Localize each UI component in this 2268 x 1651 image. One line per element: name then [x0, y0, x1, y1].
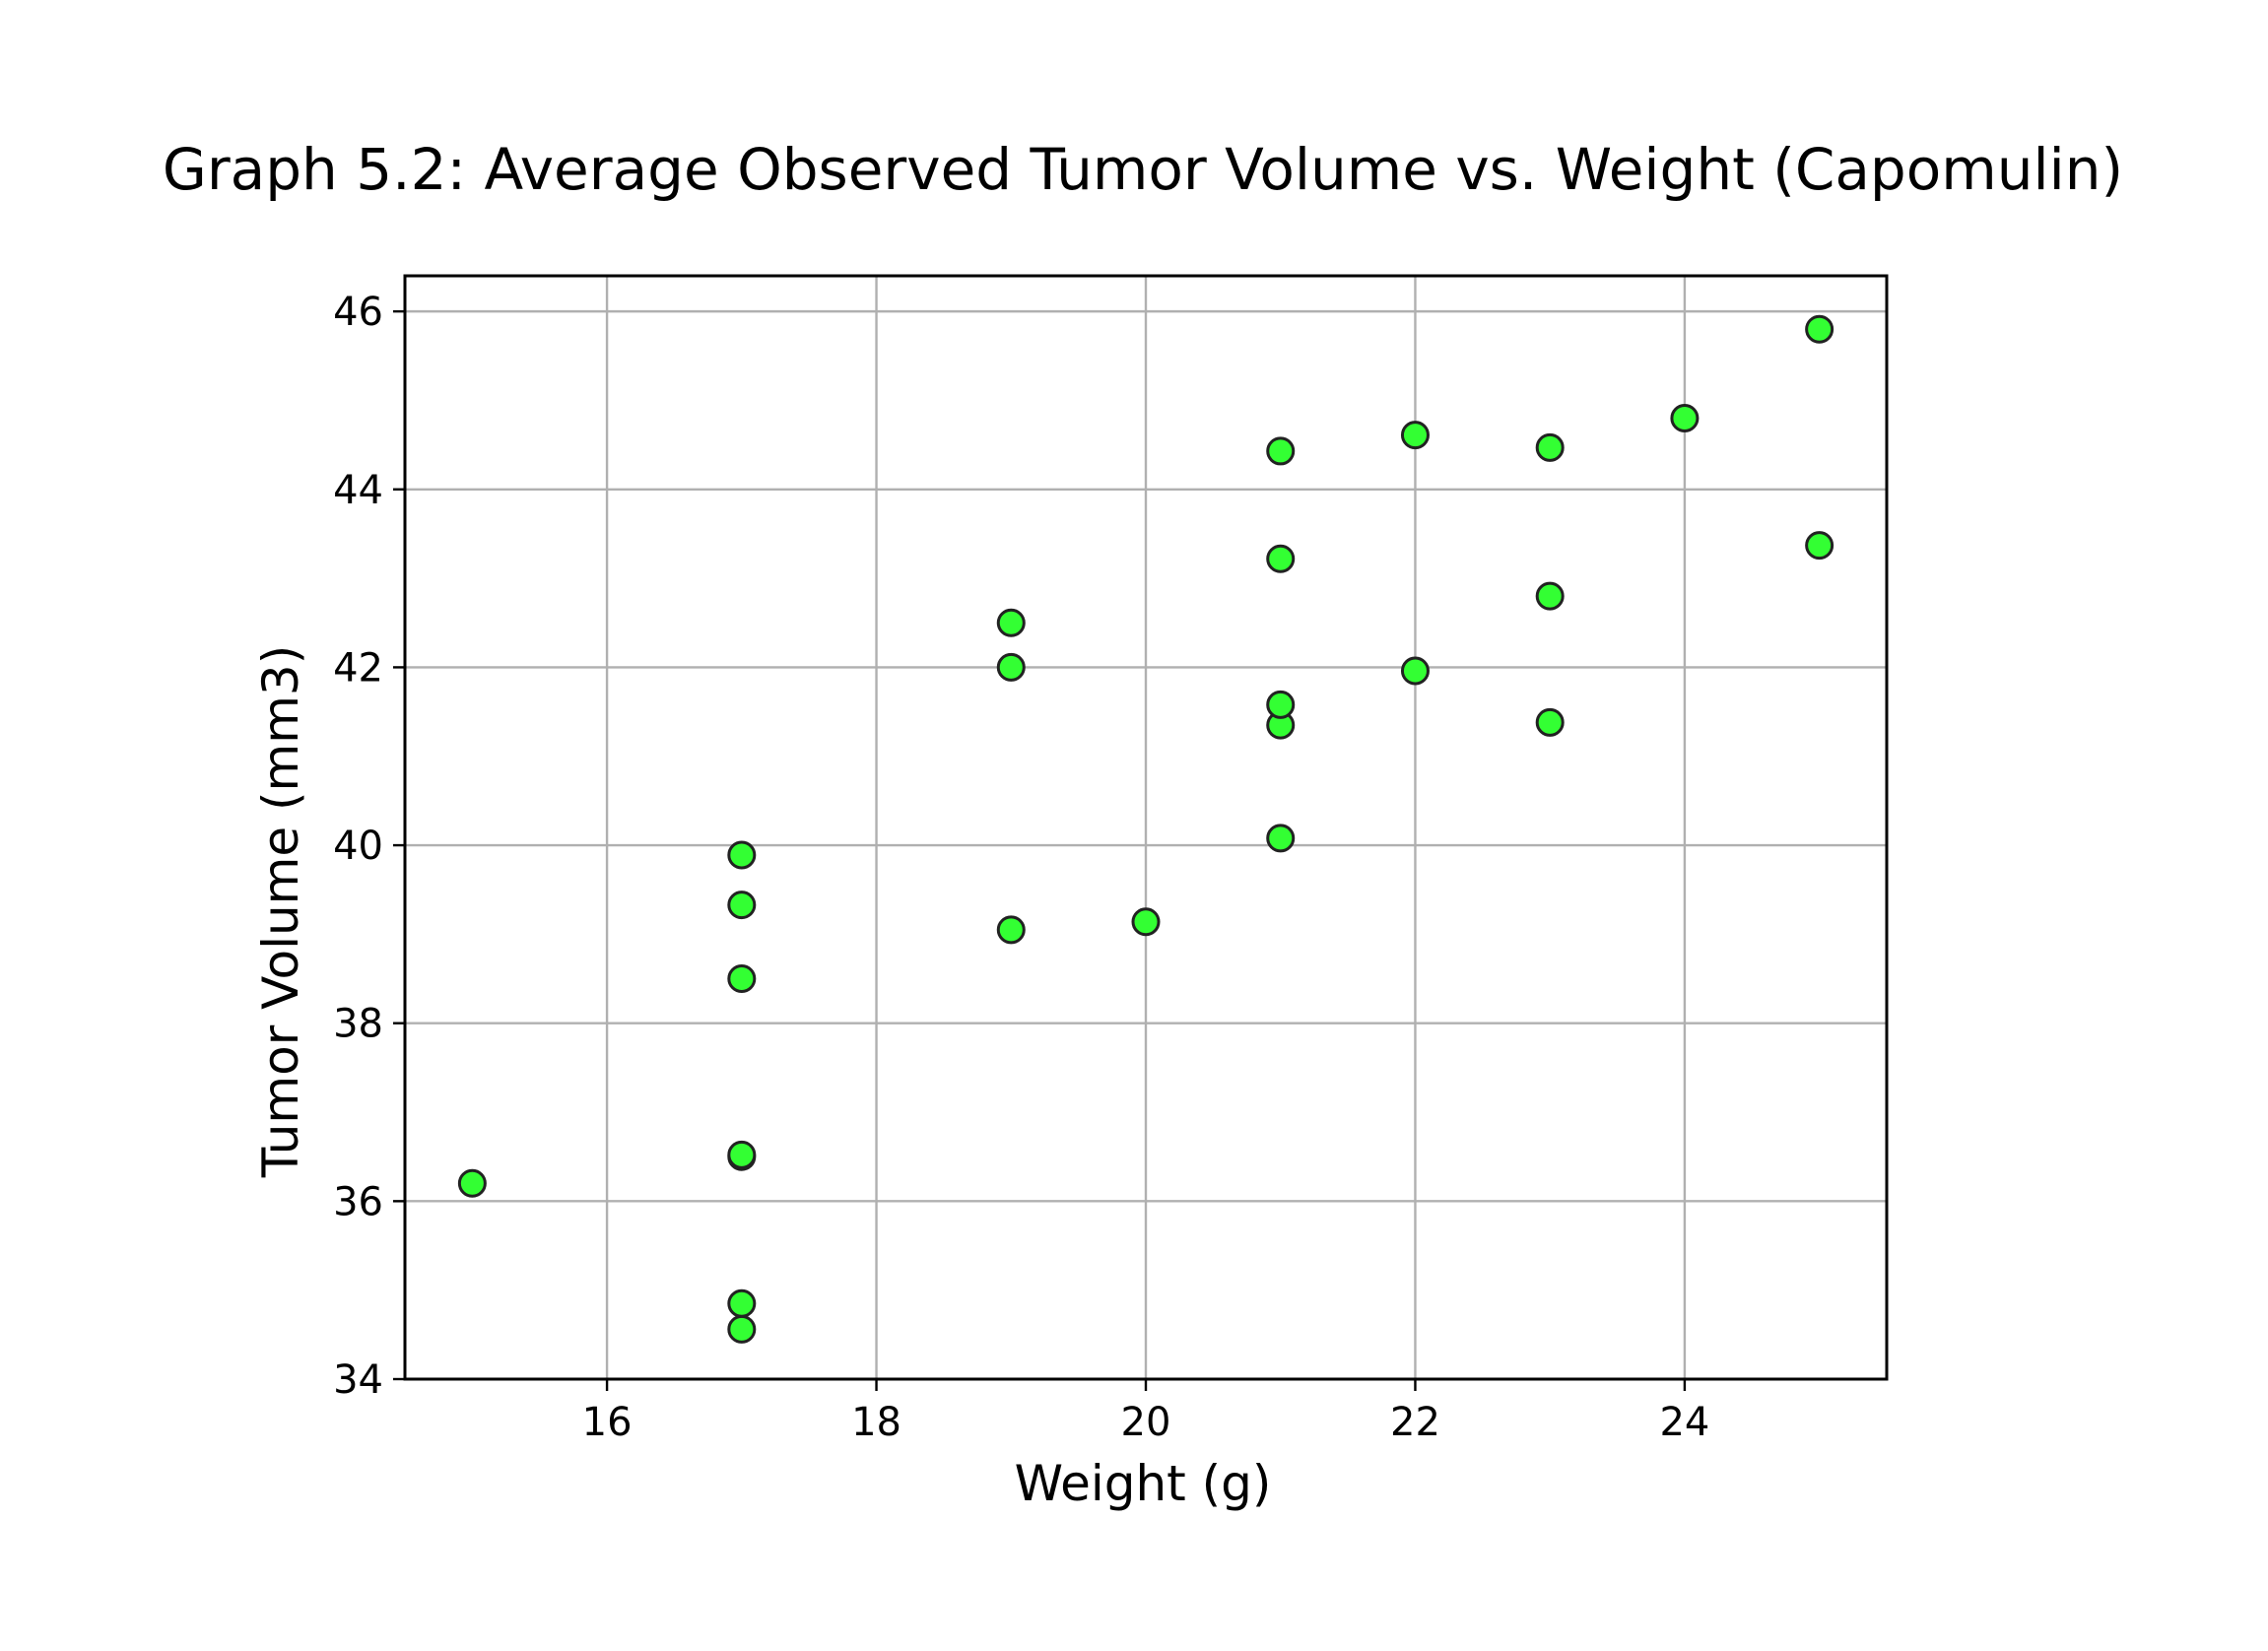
scatter-point: [1805, 531, 1834, 561]
grid-layer: [405, 276, 1887, 1381]
scatter-point: [1266, 690, 1296, 719]
y-tick-label: 46: [333, 290, 383, 335]
scatter-point: [727, 1288, 757, 1318]
y-axis-label: Tumor Volume (mm3): [252, 645, 309, 1178]
scatter-point: [1670, 404, 1700, 433]
x-tick-label: 22: [1390, 1400, 1440, 1445]
x-tick-label: 24: [1659, 1400, 1709, 1445]
scatter-point: [1400, 421, 1430, 450]
scatter-point: [1266, 824, 1296, 853]
scatter-point: [727, 964, 757, 994]
y-tick-label: 44: [333, 468, 383, 513]
plot-frame: [403, 274, 1889, 1381]
scatter-point: [1805, 314, 1834, 344]
y-tick-label: 34: [333, 1357, 383, 1403]
y-tick-label: 42: [333, 645, 383, 691]
scatter-point: [1131, 907, 1161, 937]
y-tick-label: 36: [333, 1179, 383, 1224]
x-tick-label: 18: [851, 1400, 901, 1445]
scatter-point: [1400, 656, 1430, 686]
point-layer: [457, 314, 1834, 1344]
scatter-point: [996, 915, 1026, 945]
x-axis-label: Weight (g): [1015, 1455, 1272, 1512]
scatter-point: [727, 1314, 757, 1344]
scatter-point: [457, 1168, 487, 1198]
scatter-point: [727, 1140, 757, 1169]
scatter-point: [1535, 581, 1565, 611]
y-tick-label: 40: [333, 824, 383, 869]
scatter-point: [1266, 544, 1296, 573]
x-tick-label: 16: [582, 1400, 633, 1445]
scatter-point: [727, 891, 757, 920]
scatter-point: [996, 608, 1026, 637]
y-tick-label: 38: [333, 1002, 383, 1047]
scatter-point: [727, 840, 757, 870]
x-tick-label: 20: [1121, 1400, 1171, 1445]
scatter-point: [1535, 707, 1565, 737]
chart-title: Graph 5.2: Average Observed Tumor Volume…: [163, 136, 2123, 203]
tick-layer: 16 18 20 22 24 34 36 38 40 42 44 46: [333, 290, 1709, 1445]
scatter-point: [996, 652, 1026, 682]
scatter-point: [1535, 432, 1565, 462]
scatter-point: [1266, 436, 1296, 466]
